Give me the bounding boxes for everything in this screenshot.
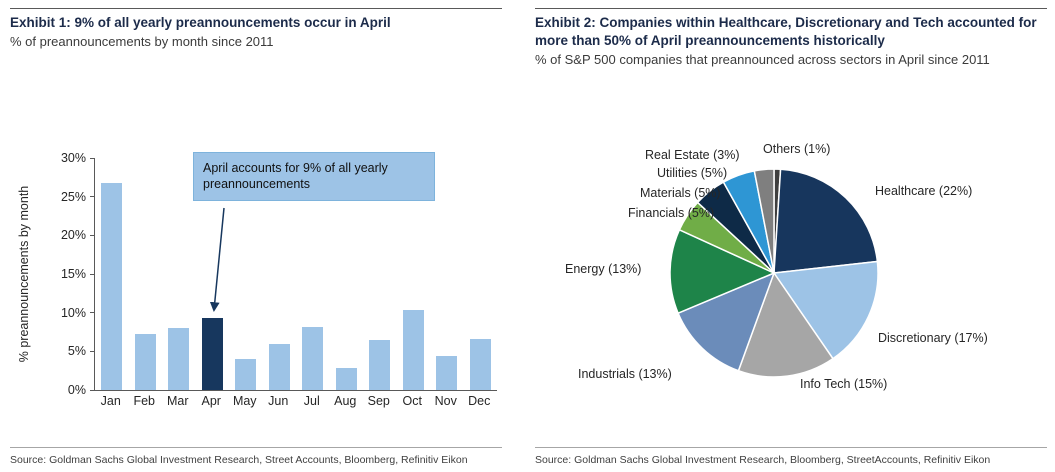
x-tick-label-feb: Feb	[133, 394, 156, 408]
x-tick-label-jan: Jan	[100, 394, 121, 408]
bar-apr	[201, 318, 223, 390]
bar-slot-sep	[363, 158, 397, 390]
x-tick-label-jul: Jul	[303, 394, 320, 408]
pie-slice-energy	[669, 228, 776, 315]
bar-slot-jul	[296, 158, 330, 390]
pie-label-info-tech: Info Tech (15%)	[800, 377, 888, 391]
exhibit2-panel: Exhibit 2: Companies within Healthcare, …	[535, 8, 1047, 466]
x-tick-label-aug: Aug	[334, 394, 357, 408]
y-tick-label-20: 20%	[60, 228, 86, 243]
bar-chart: % preannouncements by month 0% 5% 10% 15% 20…	[10, 148, 502, 448]
exhibit2-source: Source: Goldman Sachs Global Investment …	[535, 447, 1047, 466]
bar-dec	[469, 338, 491, 390]
bar-sep	[369, 339, 391, 390]
bar-slot-feb	[129, 158, 163, 390]
pie-label-others: Others (1%)	[763, 142, 831, 156]
bar-slot-oct	[397, 158, 431, 390]
exhibit1-subtitle: % of preannouncements by month since 201…	[10, 34, 274, 50]
bar-slot-apr	[196, 158, 230, 390]
pie-label-materials: Materials (5%)	[640, 186, 721, 200]
pie-label-healthcare: Healthcare (22%)	[875, 184, 973, 198]
x-axis-labels: Jan Feb Mar Apr May Jun Jul Aug Sep Oct Nov Dec	[94, 394, 496, 408]
y-tick-label-10: 10%	[60, 305, 86, 320]
bar-slot-aug	[330, 158, 364, 390]
bar-jan	[101, 182, 123, 390]
bar-slot-mar	[162, 158, 196, 390]
x-tick-label-mar: Mar	[166, 394, 189, 408]
y-tick-mark	[90, 196, 94, 198]
bar-aug	[335, 367, 357, 390]
bar-jul	[302, 326, 324, 390]
x-tick-label-may: May	[232, 394, 257, 408]
y-tick-mark	[90, 157, 94, 159]
y-tick-label-0: 0%	[67, 383, 86, 397]
bar-feb	[134, 333, 156, 390]
y-tick-label-30: 30%	[60, 151, 86, 165]
pie-svg	[669, 168, 879, 378]
pie-label-industrials: Industrials (13%)	[578, 367, 672, 381]
x-tick-label-oct: Oct	[402, 394, 422, 408]
y-axis-ticks: 0% 5% 10% 15% 20% 25% 30%	[44, 151, 94, 397]
y-tick-mark	[90, 389, 94, 391]
pie-slice-healthcare	[773, 168, 879, 274]
bar-slot-dec	[464, 158, 498, 390]
bar-mar	[168, 328, 190, 390]
y-tick-label-15: 15%	[60, 267, 86, 281]
pie-label-energy: Energy (13%)	[565, 262, 642, 276]
pie-label-financials: Financials (5%)	[628, 206, 715, 220]
bar-oct	[402, 309, 424, 390]
y-tick-mark	[90, 273, 94, 275]
pie-chart: Others (1%) Healthcare (22%) Discretiona…	[535, 140, 1047, 440]
exhibit2-subtitle: % of S&P 500 companies that preannounced…	[535, 52, 990, 68]
pie-slice-discretionary	[772, 260, 879, 360]
y-tick-mark	[90, 350, 94, 352]
y-axis-label: % preannouncements by month	[17, 185, 31, 363]
bar-slot-jun	[263, 158, 297, 390]
x-tick-label-apr: Apr	[201, 394, 221, 408]
y-tick-label-5: 5%	[67, 344, 86, 359]
x-tick-label-jun: Jun	[268, 394, 289, 408]
bar-plot-area	[94, 158, 497, 391]
pie-slice-industrials	[677, 271, 776, 372]
y-tick-mark	[90, 234, 94, 236]
bar-slot-may	[229, 158, 263, 390]
bar-slot-jan	[95, 158, 129, 390]
pie-slice-real-estate	[753, 168, 775, 274]
y-tick-mark	[90, 312, 94, 314]
x-tick-label-dec: Dec	[468, 394, 491, 408]
pie-label-utilities: Utilities (5%)	[657, 166, 728, 180]
pie-label-discretionary: Discretionary (17%)	[878, 331, 988, 345]
pie-label-real-estate: Real Estate (3%)	[645, 148, 740, 162]
x-tick-label-nov: Nov	[434, 394, 457, 408]
bar-jun	[268, 344, 290, 390]
x-tick-label-sep: Sep	[367, 394, 390, 408]
bar-may	[235, 359, 257, 390]
exhibit2-title: Exhibit 2: Companies within Healthcare, …	[535, 8, 1047, 50]
bar-slot-nov	[430, 158, 464, 390]
exhibit1-panel: Exhibit 1: 9% of all yearly preannouncem…	[10, 8, 502, 466]
y-tick-label-25: 25%	[60, 189, 86, 204]
annotation-callout: April accounts for 9% of all yearly prea…	[193, 152, 435, 201]
exhibit1-title: Exhibit 1: 9% of all yearly preannouncem…	[10, 8, 502, 32]
bar-nov	[436, 355, 458, 390]
exhibit1-source: Source: Goldman Sachs Global Investment …	[10, 447, 502, 466]
pie-slice-info-tech	[737, 271, 835, 378]
